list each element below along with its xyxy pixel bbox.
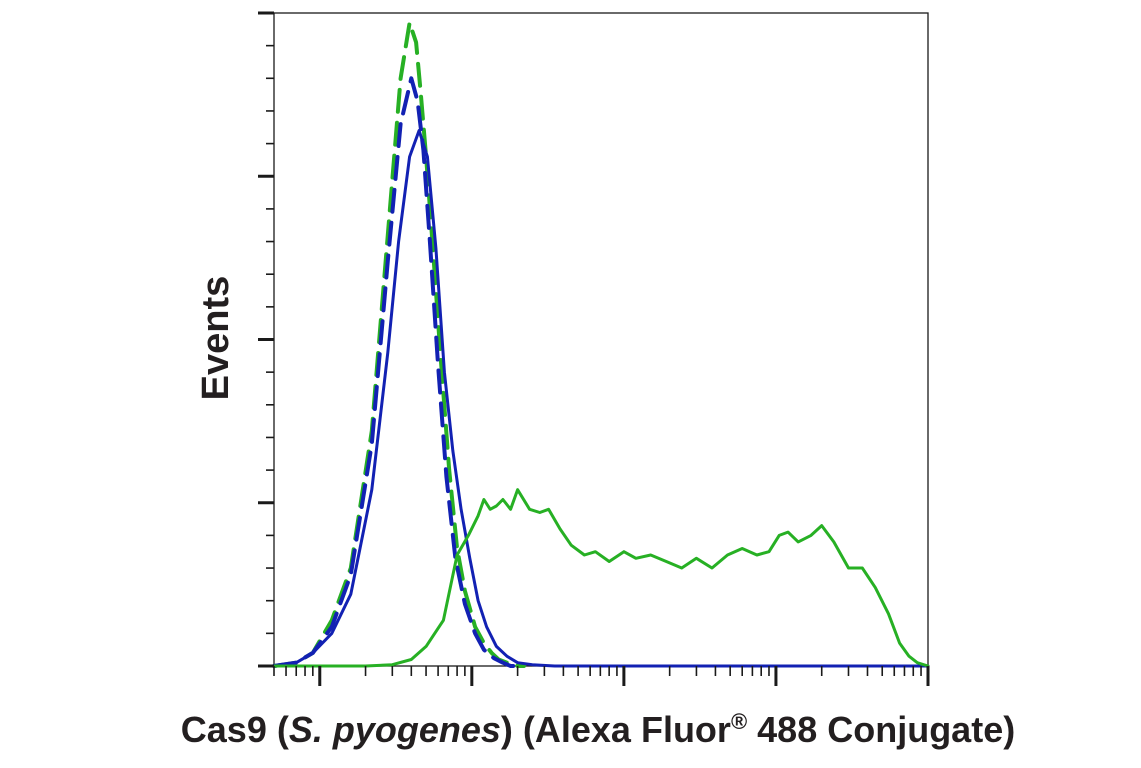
series-layer	[272, 20, 930, 668]
series-line-2	[272, 76, 520, 668]
x-axis-label: Cas9 (S. pyogenes) (Alexa Fluor® 488 Con…	[181, 709, 1015, 750]
x-axis-label-italic: S. pyogenes	[289, 709, 501, 750]
series-line-1	[272, 20, 526, 668]
y-axis-label: Events	[195, 276, 237, 401]
axis-layer	[258, 11, 930, 686]
plot-frame	[273, 12, 929, 667]
x-axis-label-middle: ) (Alexa Fluor	[501, 709, 731, 750]
series-line-4	[272, 488, 930, 668]
series-line-3	[272, 129, 930, 668]
x-axis-label-sup: ®	[731, 709, 747, 734]
x-axis-label-prefix: Cas9 (	[181, 709, 289, 750]
x-axis-label-suffix: 488 Conjugate)	[747, 709, 1015, 750]
